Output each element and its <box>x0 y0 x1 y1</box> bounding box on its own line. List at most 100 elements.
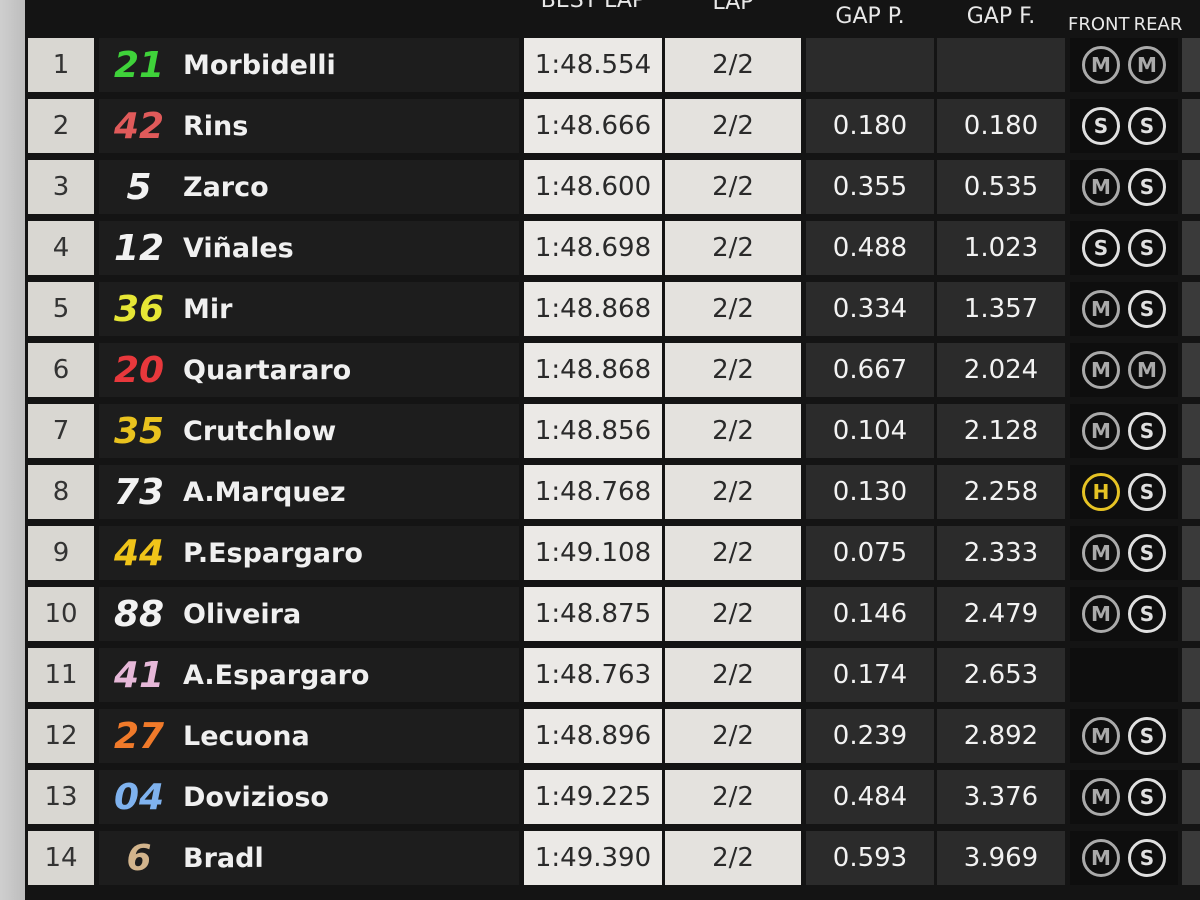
rider-number: 41 <box>113 654 165 696</box>
best-lap: 1:48.856 <box>524 404 662 458</box>
rider-number: 44 <box>113 532 165 574</box>
rider-number: 04 <box>113 776 165 818</box>
rider-name: Oliveira <box>183 598 302 630</box>
best-lap: 1:49.390 <box>524 831 662 885</box>
lap-count: 2/2 <box>665 343 801 397</box>
tyre-front: M <box>1082 778 1120 816</box>
rider-cell: 5 Zarco <box>99 160 519 214</box>
gap-previous: 0.130 <box>806 465 934 519</box>
row-edge <box>1182 404 1200 458</box>
result-row: 13 04 Dovizioso 1:49.225 2/2 0.484 3.376 M S <box>25 768 1200 826</box>
best-lap: 1:48.875 <box>524 587 662 641</box>
rider-number: 88 <box>113 593 165 635</box>
position: 5 <box>28 282 94 336</box>
tyre-rear: M <box>1128 46 1166 84</box>
result-row: 3 5 Zarco 1:48.600 2/2 0.355 0.535 M S <box>25 158 1200 216</box>
gap-first: 0.180 <box>937 99 1065 153</box>
rider-cell: 12 Viñales <box>99 221 519 275</box>
rider-name: Mir <box>183 293 233 325</box>
best-lap: 1:49.225 <box>524 770 662 824</box>
tyre-front: M <box>1082 351 1120 389</box>
lap-count: 2/2 <box>665 221 801 275</box>
rider-cell: 21 Morbidelli <box>99 38 519 92</box>
rider-number: 12 <box>113 227 165 269</box>
tyre-rear: S <box>1128 412 1166 450</box>
lap-count: 2/2 <box>665 709 801 763</box>
tyre-cell <box>1070 648 1178 702</box>
gap-first: 2.653 <box>937 648 1065 702</box>
gap-first: 3.376 <box>937 770 1065 824</box>
rider-name: Viñales <box>183 232 294 264</box>
gap-first: 3.969 <box>937 831 1065 885</box>
tyre-front: M <box>1082 168 1120 206</box>
tyre-front: M <box>1082 412 1120 450</box>
rider-number: 36 <box>113 288 165 330</box>
lap-count: 2/2 <box>665 99 801 153</box>
result-row: 10 88 Oliveira 1:48.875 2/2 0.146 2.479 M S <box>25 585 1200 643</box>
row-edge <box>1182 770 1200 824</box>
lap-count: 2/2 <box>665 648 801 702</box>
best-lap: 1:48.554 <box>524 38 662 92</box>
position: 9 <box>28 526 94 580</box>
gap-previous: 0.239 <box>806 709 934 763</box>
result-row: 14 6 Bradl 1:49.390 2/2 0.593 3.969 M S <box>25 829 1200 887</box>
result-row: 5 36 Mir 1:48.868 2/2 0.334 1.357 M S <box>25 280 1200 338</box>
position: 2 <box>28 99 94 153</box>
rider-name: P.Espargaro <box>183 537 363 569</box>
gap-previous: 0.667 <box>806 343 934 397</box>
lap-count: 2/2 <box>665 160 801 214</box>
lap-count: 2/2 <box>665 526 801 580</box>
result-row: 6 20 Quartararo 1:48.868 2/2 0.667 2.024 M M <box>25 341 1200 399</box>
gap-first: 2.479 <box>937 587 1065 641</box>
gap-first: 1.023 <box>937 221 1065 275</box>
result-row: 1 21 Morbidelli 1:48.554 2/2 M M <box>25 36 1200 94</box>
gap-first <box>937 38 1065 92</box>
rider-name: Lecuona <box>183 720 310 752</box>
rider-name: A.Espargaro <box>183 659 370 691</box>
row-edge <box>1182 587 1200 641</box>
row-edge <box>1182 831 1200 885</box>
rider-cell: 35 Crutchlow <box>99 404 519 458</box>
rider-name: A.Marquez <box>183 476 346 508</box>
rider-number: 73 <box>113 471 165 513</box>
rider-cell: 42 Rins <box>99 99 519 153</box>
header-gap-p: GAP P. <box>835 4 905 29</box>
rider-cell: 73 A.Marquez <box>99 465 519 519</box>
lap-count: 2/2 <box>665 404 801 458</box>
position: 14 <box>28 831 94 885</box>
best-lap: 1:48.698 <box>524 221 662 275</box>
rider-name: Morbidelli <box>183 49 336 81</box>
rider-cell: 20 Quartararo <box>99 343 519 397</box>
rider-name: Crutchlow <box>183 415 337 447</box>
row-edge <box>1182 709 1200 763</box>
gap-first: 2.128 <box>937 404 1065 458</box>
gap-previous: 0.075 <box>806 526 934 580</box>
gap-previous: 0.484 <box>806 770 934 824</box>
rider-cell: 88 Oliveira <box>99 587 519 641</box>
gap-first: 2.258 <box>937 465 1065 519</box>
best-lap: 1:49.108 <box>524 526 662 580</box>
row-edge <box>1182 282 1200 336</box>
rider-number: 35 <box>113 410 165 452</box>
gap-first: 2.892 <box>937 709 1065 763</box>
rider-name: Dovizioso <box>183 781 329 813</box>
tyre-rear: S <box>1128 595 1166 633</box>
rider-cell: 27 Lecuona <box>99 709 519 763</box>
best-lap: 1:48.600 <box>524 160 662 214</box>
position: 3 <box>28 160 94 214</box>
row-edge <box>1182 648 1200 702</box>
tyre-rear: S <box>1128 473 1166 511</box>
rider-cell: 04 Dovizioso <box>99 770 519 824</box>
tyre-rear: S <box>1128 107 1166 145</box>
gap-first: 1.357 <box>937 282 1065 336</box>
lap-count: 2/2 <box>665 38 801 92</box>
rider-cell: 41 A.Espargaro <box>99 648 519 702</box>
